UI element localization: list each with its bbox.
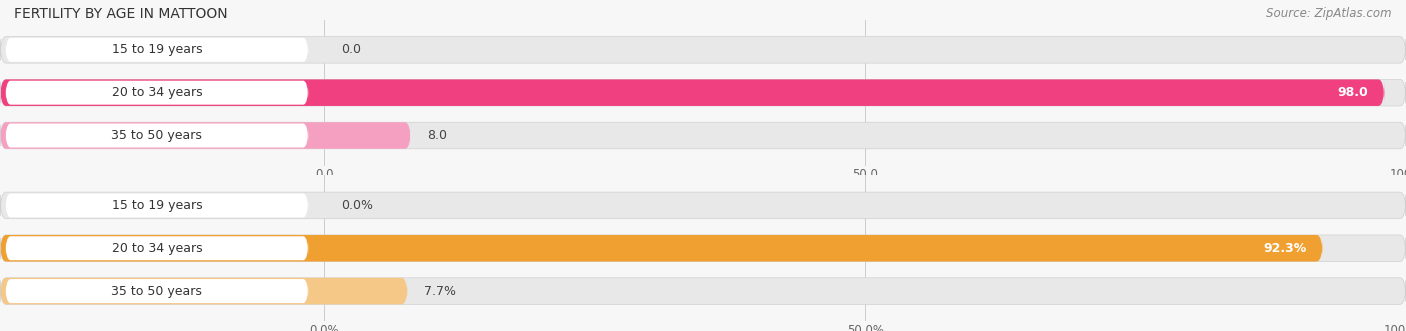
FancyBboxPatch shape — [6, 123, 308, 148]
Text: 35 to 50 years: 35 to 50 years — [111, 129, 202, 142]
FancyBboxPatch shape — [0, 192, 1406, 219]
FancyBboxPatch shape — [0, 278, 408, 305]
FancyBboxPatch shape — [6, 38, 308, 62]
Text: 15 to 19 years: 15 to 19 years — [111, 199, 202, 212]
FancyBboxPatch shape — [6, 279, 308, 303]
Text: 0.0%: 0.0% — [340, 199, 373, 212]
FancyBboxPatch shape — [0, 79, 1406, 106]
Text: 7.7%: 7.7% — [425, 285, 456, 298]
FancyBboxPatch shape — [6, 236, 308, 260]
Text: 0.0: 0.0 — [340, 43, 361, 56]
Text: 15 to 19 years: 15 to 19 years — [111, 43, 202, 56]
FancyBboxPatch shape — [0, 278, 1406, 305]
FancyBboxPatch shape — [0, 235, 1323, 261]
Text: 35 to 50 years: 35 to 50 years — [111, 285, 202, 298]
Text: 20 to 34 years: 20 to 34 years — [111, 242, 202, 255]
FancyBboxPatch shape — [0, 36, 1406, 63]
Text: 92.3%: 92.3% — [1263, 242, 1306, 255]
Text: 8.0: 8.0 — [427, 129, 447, 142]
FancyBboxPatch shape — [0, 235, 1406, 261]
Text: FERTILITY BY AGE IN MATTOON: FERTILITY BY AGE IN MATTOON — [14, 7, 228, 21]
FancyBboxPatch shape — [0, 122, 411, 149]
Text: 20 to 34 years: 20 to 34 years — [111, 86, 202, 99]
FancyBboxPatch shape — [6, 81, 308, 105]
FancyBboxPatch shape — [0, 122, 1406, 149]
FancyBboxPatch shape — [6, 193, 308, 217]
Text: 98.0: 98.0 — [1337, 86, 1368, 99]
FancyBboxPatch shape — [0, 79, 1385, 106]
Text: Source: ZipAtlas.com: Source: ZipAtlas.com — [1267, 7, 1392, 20]
